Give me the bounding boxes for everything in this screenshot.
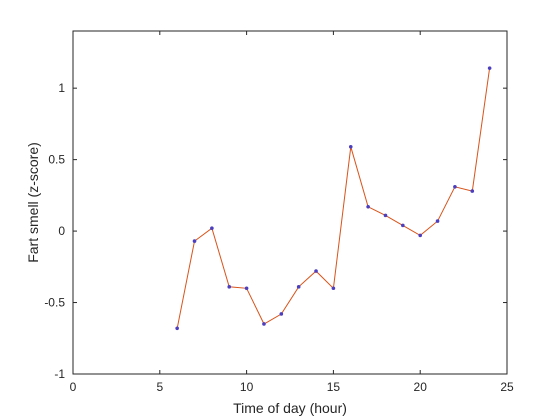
data-point — [227, 285, 232, 289]
x-tick-label: 0 — [70, 380, 77, 394]
data-point — [401, 223, 405, 228]
x-tick-label: 5 — [156, 380, 163, 394]
x-tick-label: 20 — [414, 380, 428, 394]
data-point — [175, 326, 179, 331]
data-point — [279, 312, 284, 316]
plot-area — [72, 30, 508, 375]
y-tick-label: 1 — [58, 81, 65, 95]
data-point — [331, 286, 336, 291]
x-tick-label: 10 — [240, 380, 254, 394]
data-point — [366, 204, 370, 209]
y-tick-label: 0 — [58, 224, 65, 238]
x-tick-label: 15 — [327, 380, 341, 394]
data-point — [296, 285, 301, 289]
data-point — [383, 213, 388, 218]
y-tick-label: -1 — [54, 367, 65, 381]
x-tick-label: 25 — [500, 380, 514, 394]
data-point — [314, 269, 318, 273]
data-point — [192, 239, 197, 243]
data-point — [262, 322, 266, 326]
series-layer — [175, 66, 492, 331]
y-tick-label: -0.5 — [44, 296, 65, 310]
x-axis-label: Time of day (hour) — [233, 400, 347, 416]
data-point — [418, 233, 423, 238]
data-point — [453, 184, 457, 189]
data-point — [348, 144, 353, 149]
data-point — [470, 189, 475, 193]
data-point — [210, 226, 214, 231]
x-axis-ticks: 0 5 10 15 20 25 — [70, 31, 514, 394]
data-point — [244, 286, 249, 291]
data-point — [435, 219, 440, 223]
y-axis-ticks: -1 -0.5 0 0.5 1 — [44, 81, 507, 381]
data-point — [487, 66, 492, 70]
y-tick-label: 0.5 — [48, 153, 65, 167]
y-axis-label: Fart smell (z-score) — [25, 142, 41, 263]
